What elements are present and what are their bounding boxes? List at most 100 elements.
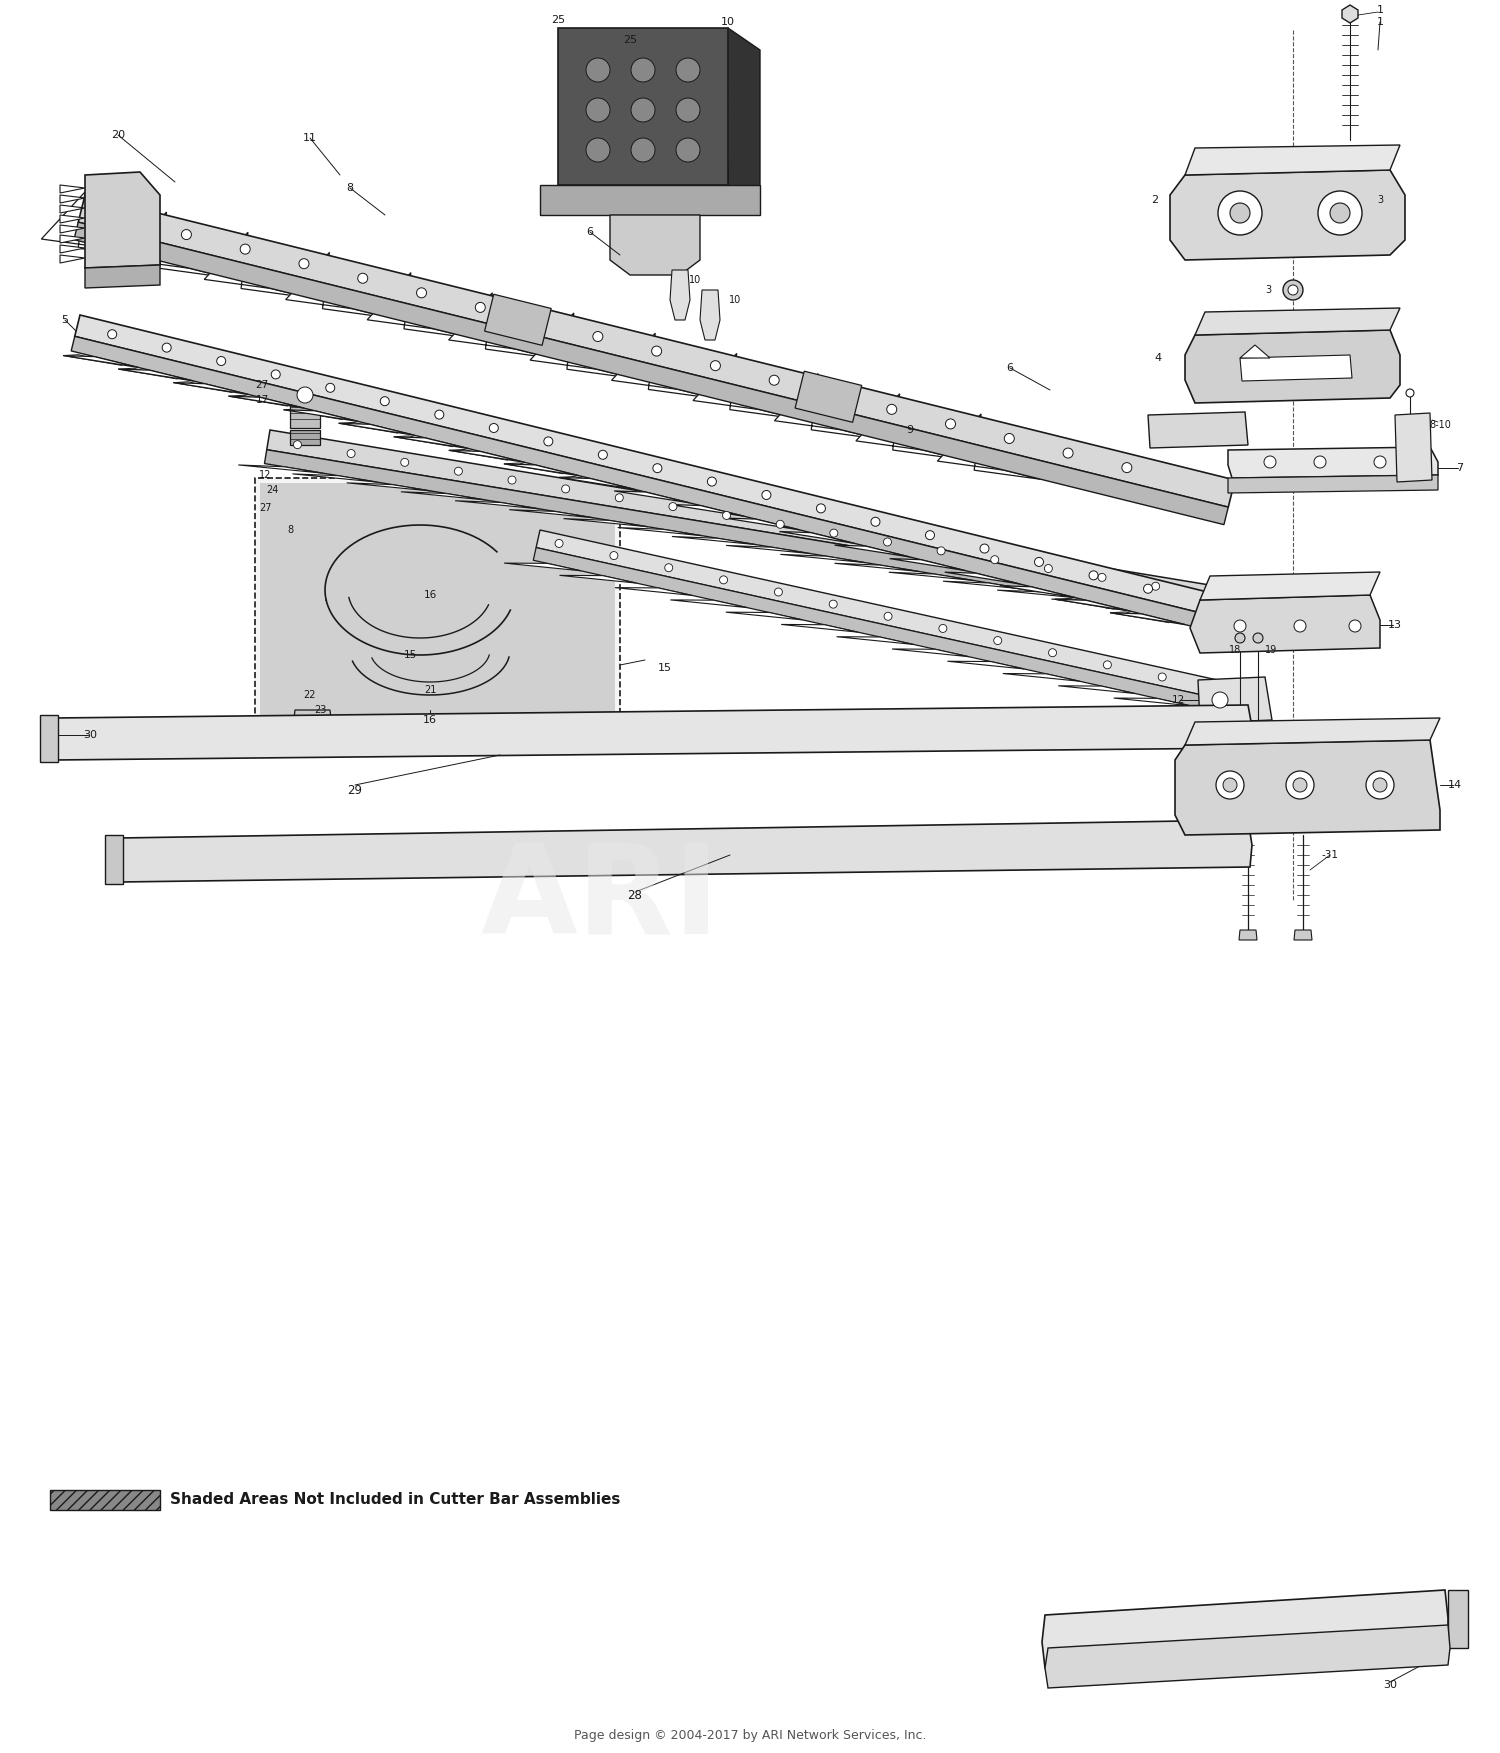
Polygon shape — [393, 436, 470, 449]
Polygon shape — [1190, 594, 1380, 654]
Text: 13: 13 — [1388, 621, 1402, 629]
Circle shape — [774, 587, 783, 596]
Polygon shape — [1200, 571, 1380, 600]
Polygon shape — [504, 465, 579, 475]
Polygon shape — [1228, 475, 1438, 493]
Polygon shape — [1342, 5, 1358, 23]
Text: 15: 15 — [658, 663, 672, 673]
Polygon shape — [837, 636, 914, 645]
Circle shape — [1230, 203, 1250, 223]
Circle shape — [216, 356, 225, 366]
Polygon shape — [726, 612, 803, 621]
Circle shape — [610, 552, 618, 559]
Text: 3: 3 — [1264, 286, 1270, 295]
Text: 10: 10 — [722, 18, 735, 26]
Polygon shape — [448, 449, 509, 461]
Text: 12: 12 — [260, 470, 272, 480]
Polygon shape — [669, 503, 729, 514]
Circle shape — [489, 424, 498, 433]
Polygon shape — [60, 254, 86, 263]
Polygon shape — [693, 354, 796, 419]
Polygon shape — [292, 710, 332, 727]
Circle shape — [534, 317, 544, 328]
Polygon shape — [1174, 740, 1440, 834]
Circle shape — [1152, 582, 1160, 591]
Polygon shape — [1294, 931, 1312, 940]
Polygon shape — [267, 429, 1240, 610]
Circle shape — [417, 287, 426, 298]
Text: ARI: ARI — [480, 840, 720, 961]
Circle shape — [676, 58, 700, 82]
Circle shape — [1348, 621, 1360, 633]
Polygon shape — [105, 834, 123, 884]
Polygon shape — [888, 571, 974, 580]
Polygon shape — [944, 582, 1028, 589]
Text: Shaded Areas Not Included in Cutter Bar Assemblies: Shaded Areas Not Included in Cutter Bar … — [170, 1492, 621, 1508]
Circle shape — [632, 98, 656, 123]
Polygon shape — [890, 557, 950, 568]
Polygon shape — [204, 231, 308, 298]
Text: 22: 22 — [303, 691, 316, 699]
Circle shape — [720, 577, 728, 584]
Polygon shape — [1042, 1590, 1448, 1669]
Circle shape — [1323, 202, 1336, 216]
Polygon shape — [560, 575, 636, 584]
Circle shape — [1264, 456, 1276, 468]
Polygon shape — [780, 531, 838, 542]
Polygon shape — [618, 528, 702, 536]
Polygon shape — [1004, 673, 1080, 682]
Text: 16: 16 — [423, 591, 436, 600]
Polygon shape — [948, 661, 1024, 670]
Polygon shape — [1239, 931, 1257, 940]
Polygon shape — [782, 624, 858, 633]
Circle shape — [1372, 778, 1388, 792]
Text: 2: 2 — [1152, 195, 1158, 205]
Circle shape — [615, 494, 624, 501]
Polygon shape — [264, 451, 1236, 624]
Circle shape — [1245, 202, 1258, 216]
Polygon shape — [530, 314, 634, 379]
Polygon shape — [448, 451, 524, 463]
Text: 28: 28 — [627, 889, 642, 901]
Circle shape — [1104, 661, 1112, 670]
Polygon shape — [290, 389, 320, 428]
Circle shape — [990, 556, 999, 564]
Polygon shape — [1000, 586, 1076, 598]
Text: 11: 11 — [303, 133, 316, 144]
Polygon shape — [290, 429, 320, 445]
Polygon shape — [945, 571, 1020, 584]
Polygon shape — [484, 295, 550, 345]
Polygon shape — [1395, 414, 1432, 482]
Circle shape — [586, 98, 610, 123]
Circle shape — [108, 330, 117, 338]
Circle shape — [1160, 470, 1167, 479]
Circle shape — [770, 375, 778, 386]
Text: 12: 12 — [1172, 694, 1185, 705]
Circle shape — [182, 230, 192, 240]
Text: 9: 9 — [906, 424, 914, 435]
Circle shape — [664, 564, 672, 571]
Bar — [255, 479, 620, 720]
Circle shape — [816, 503, 825, 514]
Polygon shape — [448, 293, 552, 358]
Polygon shape — [945, 571, 1004, 582]
Polygon shape — [795, 372, 861, 422]
Circle shape — [162, 344, 171, 352]
Polygon shape — [672, 536, 756, 545]
Polygon shape — [60, 195, 86, 203]
Bar — [50, 1490, 160, 1509]
Polygon shape — [393, 436, 453, 447]
Circle shape — [1366, 771, 1394, 799]
Polygon shape — [284, 410, 358, 422]
Polygon shape — [1110, 612, 1170, 622]
Polygon shape — [1185, 145, 1400, 175]
Circle shape — [1212, 692, 1228, 708]
Polygon shape — [1196, 309, 1400, 335]
Polygon shape — [60, 216, 86, 223]
Polygon shape — [78, 195, 1234, 507]
Text: 16: 16 — [423, 715, 436, 726]
Polygon shape — [292, 473, 376, 482]
Polygon shape — [60, 186, 86, 193]
Circle shape — [886, 405, 897, 414]
Polygon shape — [700, 289, 720, 340]
